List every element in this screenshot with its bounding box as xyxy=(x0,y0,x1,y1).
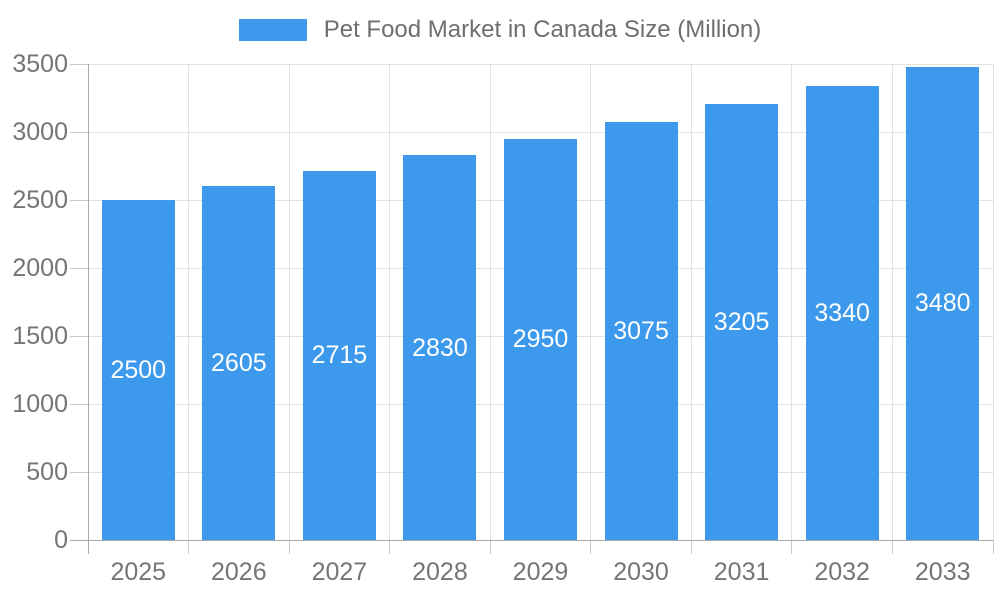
y-axis-tick xyxy=(70,335,88,337)
y-axis-line xyxy=(87,64,89,554)
x-axis-tick xyxy=(791,540,793,554)
x-tick-label-2030: 2030 xyxy=(613,558,669,586)
x-tick-label-2027: 2027 xyxy=(311,558,368,586)
v-gridline xyxy=(188,64,190,540)
y-axis-tick xyxy=(70,131,88,133)
x-tick-label-2033: 2033 xyxy=(914,558,971,586)
y-axis-tick xyxy=(70,471,88,473)
x-axis-tick xyxy=(590,540,592,554)
x-axis-tick xyxy=(891,540,893,554)
y-tick-label: 0 xyxy=(54,526,68,554)
x-tick-label-2032: 2032 xyxy=(814,558,870,586)
y-tick-label: 500 xyxy=(26,458,68,486)
y-tick-label: 1500 xyxy=(12,322,68,350)
bar-value-label: 3075 xyxy=(613,316,669,345)
v-gridline xyxy=(791,64,793,540)
x-axis-tick xyxy=(489,540,491,554)
bar-value-label: 2715 xyxy=(311,341,368,370)
bar-value-label: 2830 xyxy=(412,333,468,362)
x-tick-label-2026: 2026 xyxy=(211,558,267,586)
bar-value-label: 3205 xyxy=(713,308,770,337)
x-axis-tick xyxy=(288,540,290,554)
y-tick-label: 1000 xyxy=(12,390,68,418)
bar-value-label: 3480 xyxy=(914,289,971,318)
x-axis-tick xyxy=(992,540,994,554)
x-axis-tick xyxy=(690,540,692,554)
legend-swatch xyxy=(238,19,307,41)
v-gridline xyxy=(891,64,893,540)
x-axis-line xyxy=(70,539,993,541)
h-gridline xyxy=(88,131,993,133)
v-gridline xyxy=(489,64,491,540)
x-tick-label-2025: 2025 xyxy=(110,558,167,586)
v-gridline xyxy=(590,64,592,540)
bar-2032[interactable] xyxy=(805,85,879,540)
bar-value-label: 3340 xyxy=(814,298,870,327)
h-gridline xyxy=(88,63,993,65)
x-axis-tick xyxy=(389,540,391,554)
y-axis-tick xyxy=(70,63,88,65)
v-gridline xyxy=(690,64,692,540)
bar-2025[interactable] xyxy=(101,200,175,540)
x-tick-label-2028: 2028 xyxy=(412,558,468,586)
v-gridline xyxy=(288,64,290,540)
y-axis-tick xyxy=(70,403,88,405)
chart-legend[interactable]: Pet Food Market in Canada Size (Million) xyxy=(0,12,1000,48)
x-tick-label-2029: 2029 xyxy=(512,558,569,586)
bar-2033[interactable] xyxy=(906,66,980,540)
y-axis-tick xyxy=(70,199,88,201)
legend-label: Pet Food Market in Canada Size (Million) xyxy=(323,16,762,43)
y-tick-label: 2000 xyxy=(12,254,68,282)
v-gridline xyxy=(992,64,994,540)
bar-2029[interactable] xyxy=(504,138,577,540)
y-tick-label: 3000 xyxy=(12,118,68,146)
bar-value-label: 2500 xyxy=(110,356,167,384)
bar-value-label: 2950 xyxy=(512,325,569,354)
v-gridline xyxy=(389,64,391,540)
bar-2031[interactable] xyxy=(705,104,779,540)
y-axis-tick xyxy=(70,267,88,269)
bar-2026[interactable] xyxy=(202,185,276,540)
y-tick-label: 2500 xyxy=(12,186,68,214)
bar-2027[interactable] xyxy=(302,170,376,540)
y-tick-label: 3500 xyxy=(12,50,68,78)
bar-2028[interactable] xyxy=(403,155,477,540)
x-axis-tick xyxy=(188,540,190,554)
x-tick-label-2031: 2031 xyxy=(713,558,770,586)
bar-value-label: 2605 xyxy=(211,348,267,377)
bar-2030[interactable] xyxy=(604,121,678,540)
